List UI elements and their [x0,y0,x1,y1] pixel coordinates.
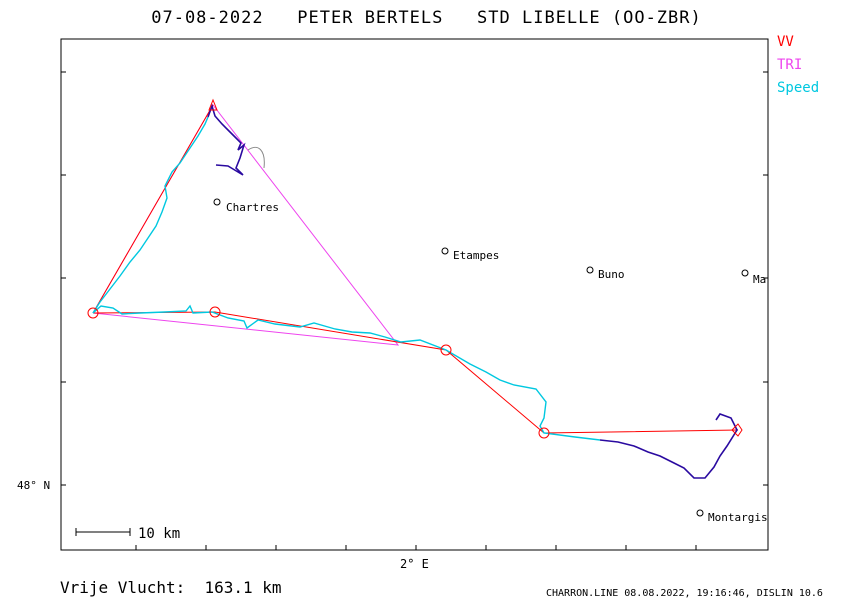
y-tick-label: 48° N [17,479,50,492]
track-slow-east [599,413,738,479]
legend-vv: VV [777,34,794,50]
free-flight-distance: Vrije Vlucht: 163.1 km [60,578,282,597]
vv-leg-1 [92,104,214,314]
town-marker-chartres [213,198,221,206]
track-fast-main [92,304,601,441]
town-marker-montargis [696,509,704,517]
scale-bar-label: 10 km [138,526,180,542]
town-label-montargis: Montargis [708,511,768,524]
track-slow-north [207,103,246,176]
town-marker-etampes [441,247,449,255]
town-label-etampes: Etampes [453,249,499,262]
x-tick-label: 2° E [400,557,429,571]
map-frame [60,38,769,551]
town-label-chartres: Chartres [226,201,279,214]
axis-ticks [61,71,768,550]
track-fast-north [92,116,209,314]
vv-leg-2 [92,311,739,434]
legend-speed: Speed [777,80,820,96]
legend-tri: TRI [777,57,803,73]
turn-points [87,98,743,439]
tri-route-line [92,104,400,346]
town-label-ma: Ma [753,273,766,286]
town-markers: Chartres Etampes Buno Ma Montargis [213,198,768,524]
map-title: 07-08-2022 PETER BERTELS STD LIBELLE (OO… [151,8,702,28]
scale-bar: 10 km [75,526,180,542]
town-marker-buno [586,266,594,274]
track-gap [247,146,265,169]
town-label-buno: Buno [598,268,625,281]
town-marker-ma [741,269,749,277]
credit-line: CHARRON.LINE 08.08.2022, 19:16:46, DISLI… [546,588,823,599]
